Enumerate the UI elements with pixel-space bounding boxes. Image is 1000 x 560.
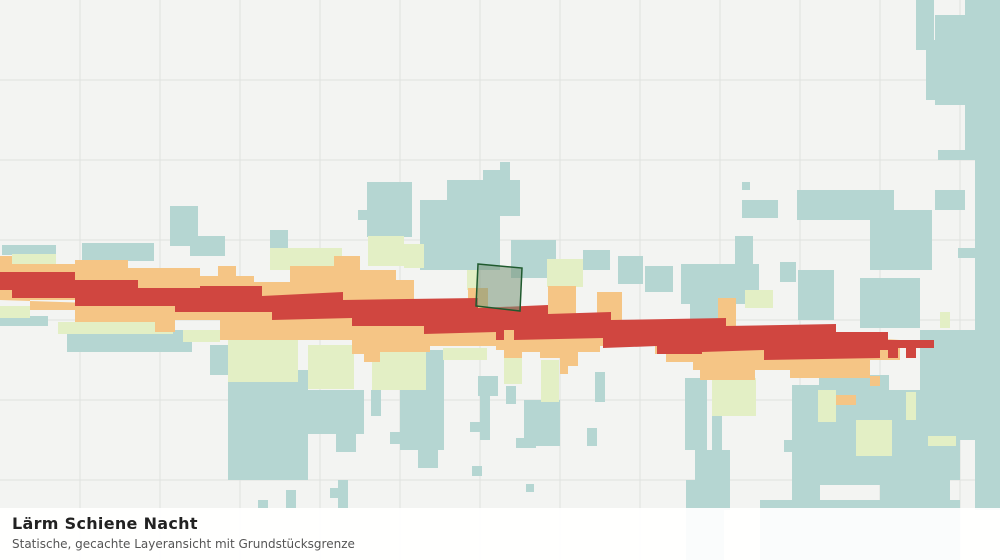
noise-zone-low-shape [472, 466, 482, 476]
noise-zone-high-shape [548, 286, 576, 316]
noise-zone-low-shape [938, 150, 1000, 160]
noise-zone-medium-shape [467, 270, 479, 290]
noise-zone-low-shape [645, 266, 673, 292]
noise-zone-low-shape [248, 440, 286, 480]
noise-zone-medium-shape [0, 306, 30, 318]
noise-zone-medium [0, 236, 956, 456]
noise-zone-low-shape [965, 0, 1000, 160]
noise-zone-low-shape [336, 420, 356, 452]
noise-zone-high-shape [0, 290, 900, 380]
noise-zone-low-shape [82, 243, 154, 261]
noise-zone-medium-shape [12, 254, 56, 264]
noise-zone-low-shape [916, 0, 934, 50]
noise-zone-low-shape [258, 500, 268, 508]
noise-zone-low-shape [940, 440, 960, 480]
noise-zone-low-shape [712, 410, 722, 470]
noise-zone-low-shape [798, 270, 834, 320]
noise-zone-low-shape [958, 248, 1000, 258]
noise-zone-medium-shape [504, 356, 522, 384]
noise-zone-low-shape [935, 190, 965, 210]
noise-zone-medium-shape [745, 290, 773, 308]
info-panel: Lärm Schiene Nacht Statische, gecachte L… [0, 508, 1000, 560]
noise-zone-low-shape [286, 490, 296, 508]
noise-zone-low-shape [618, 256, 643, 284]
noise-zone-medium-shape [818, 390, 836, 422]
noise-zone-medium-shape [856, 420, 892, 456]
noise-zone-low-shape [270, 230, 288, 248]
noise-zone-low-shape [870, 210, 932, 270]
noise-zone-low-shape [478, 376, 498, 396]
noise-zone-low-shape [742, 182, 750, 190]
noise-zone-low-shape [516, 438, 536, 448]
noise-zone-medium-shape [183, 330, 220, 342]
noise-zone-high-shape [836, 395, 856, 405]
noise-zone-low-shape [358, 210, 370, 220]
noise-zone-medium-shape [928, 436, 956, 446]
layer-title: Lärm Schiene Nacht [12, 514, 198, 533]
noise-zone-medium-shape [270, 248, 342, 270]
noise-zone-low-shape [583, 250, 610, 270]
noise-zone-medium-shape [228, 338, 298, 382]
noise-zone-low-shape [2, 245, 56, 255]
noise-zone-low-shape [780, 262, 796, 282]
noise-zone-medium-shape [712, 378, 756, 416]
noise-zone-medium-shape [940, 312, 950, 328]
noise-zone-low-shape [975, 150, 1000, 330]
noise-zone-high-shape [870, 376, 880, 386]
noise-zone-low-shape [784, 440, 812, 452]
noise-zone-low-shape [685, 378, 707, 450]
noise-zone-low-shape [210, 345, 228, 375]
noise-zone-low-shape [587, 428, 597, 446]
noise-zone-low-shape [480, 392, 490, 440]
noise-zone-medium-shape [906, 392, 916, 420]
noise-zone-very-high [0, 272, 934, 360]
noise-zone-low-shape [735, 236, 753, 271]
noise-zone-very-high-shape [0, 272, 934, 360]
noise-zone-low-shape [506, 386, 516, 404]
noise-zone-low-shape [367, 182, 412, 237]
noise-zone-low-shape [470, 422, 482, 432]
noise-zone-medium-shape [404, 244, 424, 268]
noise-zone-low-shape [860, 278, 920, 328]
noise-zone-low-shape [67, 330, 192, 352]
noise-zone-medium-shape [547, 259, 583, 287]
noise-zone-medium-shape [443, 348, 487, 360]
noise-zone-low-shape [418, 440, 438, 468]
noise-zone-low-shape [0, 316, 48, 326]
noise-zone-low-shape [975, 410, 1000, 510]
noise-zone-low-shape [371, 390, 381, 416]
noise-zone-medium-shape [541, 360, 559, 402]
noise-zone-low-shape [526, 484, 534, 492]
noise-zone-low-shape [595, 372, 605, 402]
noise-zone-low-shape [190, 236, 225, 256]
noise-zone-low-shape [742, 200, 778, 218]
noise-zone-medium-shape [368, 236, 404, 266]
noise-zone-low-shape [483, 170, 510, 200]
noise-zone-low-shape [690, 300, 718, 320]
noise-zone-low-shape [338, 480, 348, 508]
noise-zone-low-shape [500, 162, 510, 172]
noise-zone-medium-shape [58, 322, 173, 334]
parcel-boundary [475, 263, 523, 312]
noise-zone-medium-shape [372, 350, 426, 390]
noise-zone-medium-shape [308, 345, 354, 389]
layer-subtitle: Statische, gecachte Layeransicht mit Gru… [12, 537, 355, 551]
